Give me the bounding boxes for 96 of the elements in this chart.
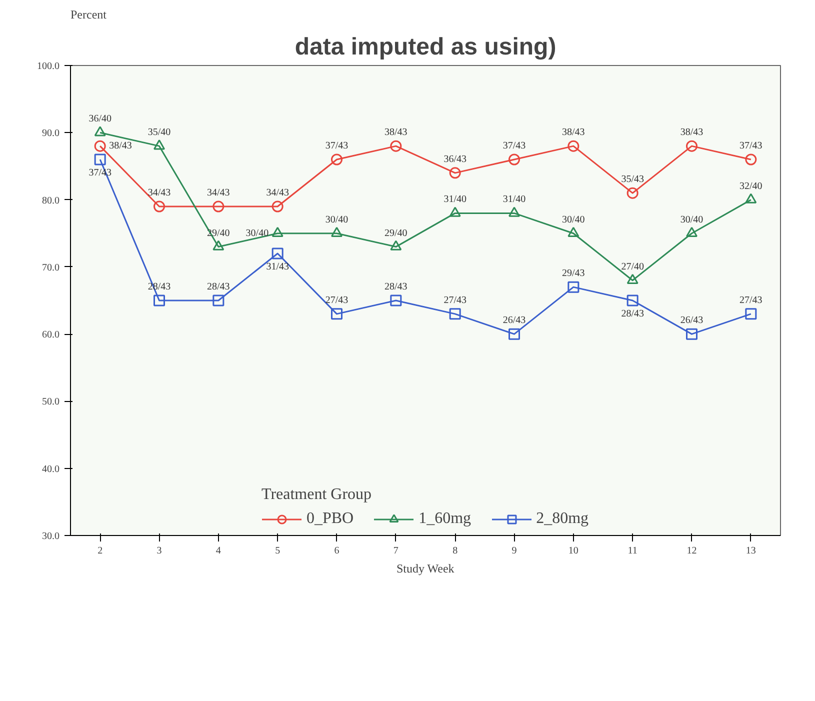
data-label: 30/40 [325,214,348,226]
data-label: 26/43 [502,315,526,326]
point [94,126,106,136]
point [745,193,757,204]
x-tick-label: 6 [334,546,340,556]
point [212,240,224,250]
data-label: 30/40 [680,214,704,226]
x-tick-label: 9 [512,546,517,556]
data-label: 36/40 [88,114,112,125]
data-label: 31/43 [266,262,289,272]
point [745,308,757,320]
data-label: 26/43 [680,315,704,326]
data-label: 34/43 [148,188,171,198]
data-label: 38/43 [109,140,132,152]
point [272,226,284,237]
y-tick-label: 40.0 [42,464,60,475]
legend-label: 2_80mg [536,510,589,528]
y-tick-label: 60.0 [42,330,60,341]
data-label: 34/43 [207,188,230,198]
point [686,140,698,152]
x-tick-label: 2 [98,546,103,556]
x-tick-label: 13 [746,546,756,556]
y-axis-title: Percent [70,8,108,22]
x-axis-title: Study Week [396,562,454,576]
data-label: 29/43 [562,268,585,280]
point [449,308,461,320]
point [154,294,165,306]
point [331,226,342,237]
point [154,200,165,212]
y-tick-label: 70.0 [42,262,60,274]
point [568,281,580,293]
point [568,226,580,237]
data-label: 35/43 [621,174,644,186]
data-label: 27/40 [621,261,644,272]
data-label: 27/43 [325,294,348,306]
x-tick-label: 5 [275,546,280,556]
point [568,140,580,152]
x-tick-label: 8 [452,546,458,556]
data-label: 28/43 [384,282,408,292]
point [331,154,342,166]
point [626,294,638,306]
data-label: 37/43 [502,140,526,152]
point [390,294,402,306]
data-label: 27/43 [740,294,762,306]
legend-label: 0_PBO [306,510,354,528]
point [272,200,284,212]
point [686,328,698,340]
y-tick-label: 50.0 [42,396,60,408]
point [390,140,402,152]
point [508,154,520,166]
data-label: 28/43 [621,308,644,320]
x-tick-label: 11 [628,546,638,556]
data-label: 34/43 [266,188,289,198]
point [508,328,520,340]
data-label: 35/40 [148,127,171,138]
point [626,187,638,199]
data-label: 38/43 [562,127,585,138]
point [212,200,224,212]
data-label: 31/40 [502,194,526,206]
point [626,274,638,284]
point [390,240,402,250]
data-label: 30/40 [562,214,585,226]
y-tick-label: 90.0 [42,128,60,140]
point [686,226,698,237]
point [449,167,461,179]
data-label: 36/43 [444,154,466,165]
point [154,140,165,150]
data-label: 38/43 [680,127,704,138]
y-tick-label: 100.0 [37,61,60,72]
x-tick-label: 3 [156,546,162,556]
data-label: 29/40 [384,228,408,239]
x-tick-label: 7 [393,546,398,556]
data-label: 28/43 [207,282,230,292]
x-tick-label: 10 [568,546,578,556]
data-label: 32/40 [740,180,762,192]
data-label: 38/43 [384,127,408,138]
data-label: 37/43 [325,140,348,152]
data-label: 27/43 [444,294,466,306]
y-tick-label: 30.0 [42,531,60,542]
point [212,294,224,306]
y-tick-label: 80.0 [42,195,60,206]
point [94,154,106,166]
point [508,206,520,217]
data-label: 31/40 [444,194,466,206]
point [331,308,342,320]
x-tick-label: 4 [216,546,221,556]
data-label: 37/43 [740,140,762,152]
chart-title: data imputed as using) [294,34,556,60]
point [745,154,757,166]
point [94,140,106,152]
point [449,206,461,217]
legend-label: 1_60mg [418,510,472,528]
legend-title: Treatment Group [261,486,373,504]
point [272,248,284,260]
x-tick-label: 12 [686,546,697,556]
data-label: 30/40 [246,228,269,239]
